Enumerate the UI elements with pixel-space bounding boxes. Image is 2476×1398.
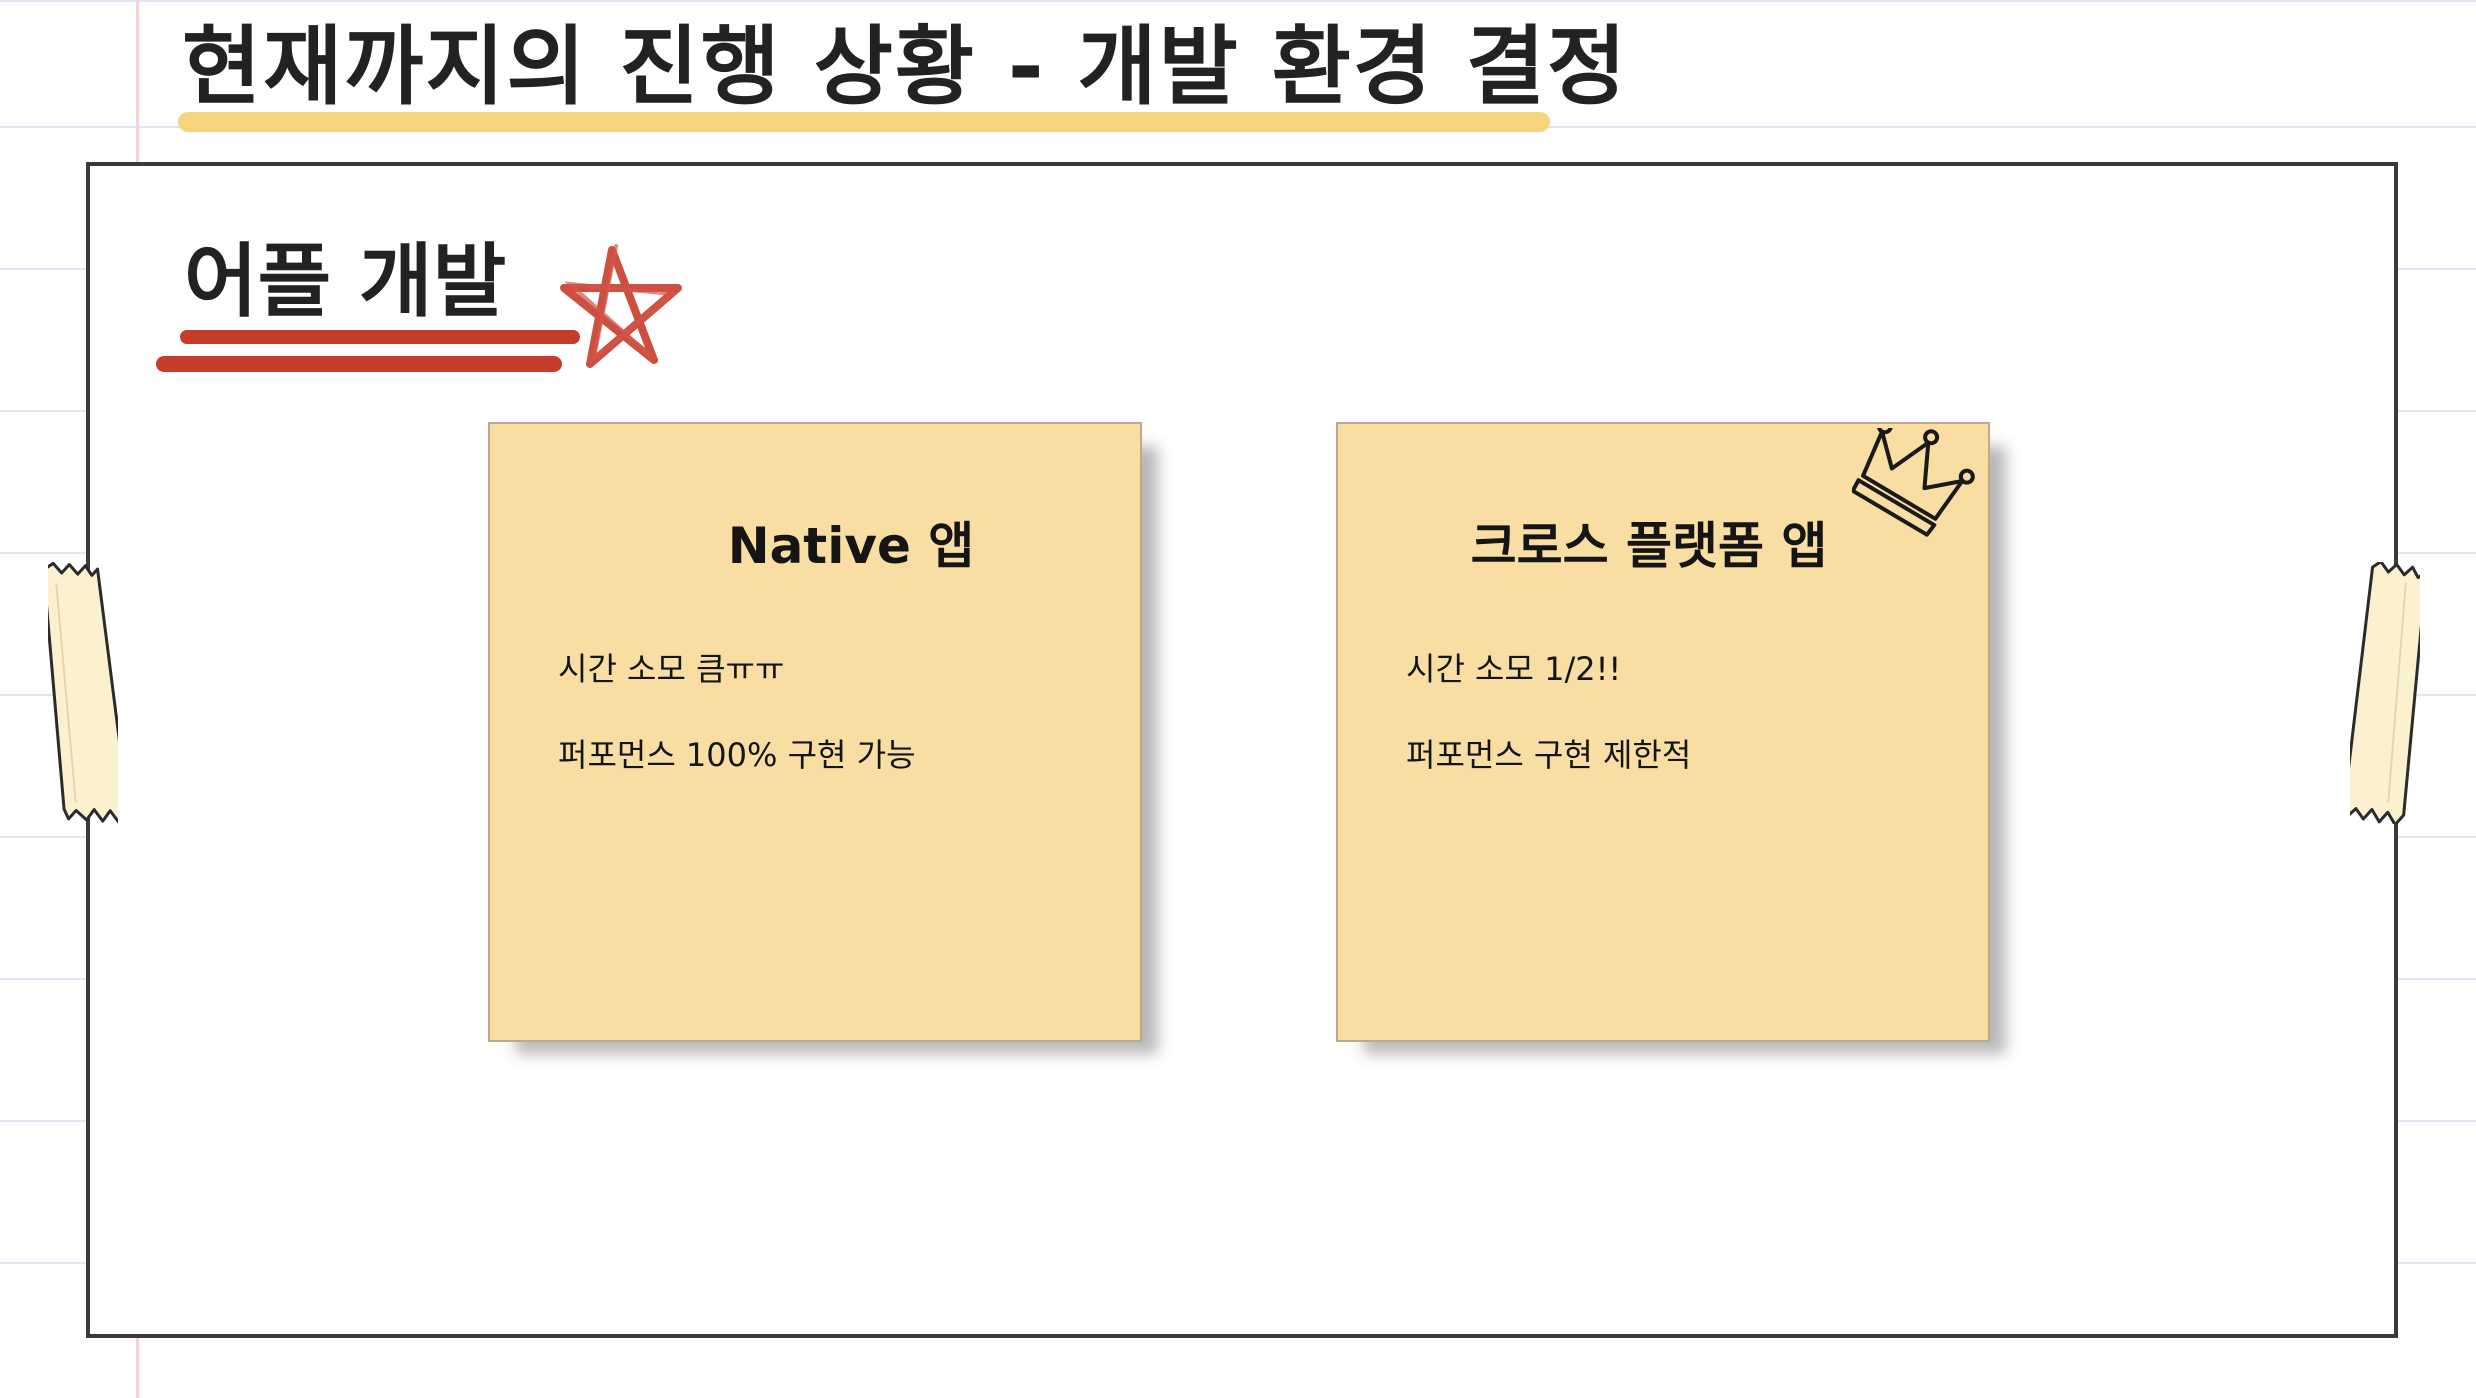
star-icon	[560, 244, 682, 368]
note-line: 퍼포먼스 100% 구현 가능	[558, 736, 916, 774]
note-title: 크로스 플랫폼 앱	[1470, 517, 1828, 575]
note-title: Native 앱	[727, 517, 975, 575]
note-line: 시간 소모 1/2!!	[1406, 650, 1622, 688]
title-highlight	[178, 112, 1550, 132]
section-underline	[180, 330, 580, 344]
crown-icon	[1852, 428, 1975, 537]
section-underline	[156, 356, 562, 372]
sticky-note-native: Native 앱 시간 소모 큼ㅠㅠ 퍼포먼스 100% 구현 가능	[488, 422, 1142, 1042]
tape-icon	[2350, 562, 2420, 824]
sticky-note-cross-platform: 크로스 플랫폼 앱 시간 소모 1/2!! 퍼포먼스 구현 제한적	[1336, 422, 1990, 1042]
note-line: 시간 소모 큼ㅠㅠ	[558, 650, 785, 688]
ruled-line	[0, 0, 2476, 2]
page-title: 현재까지의 진행 상황 - 개발 환경 결정	[182, 17, 1629, 117]
tape-icon	[48, 562, 118, 824]
section-title: 어플 개발	[184, 235, 507, 328]
note-line: 퍼포먼스 구현 제한적	[1406, 736, 1692, 774]
